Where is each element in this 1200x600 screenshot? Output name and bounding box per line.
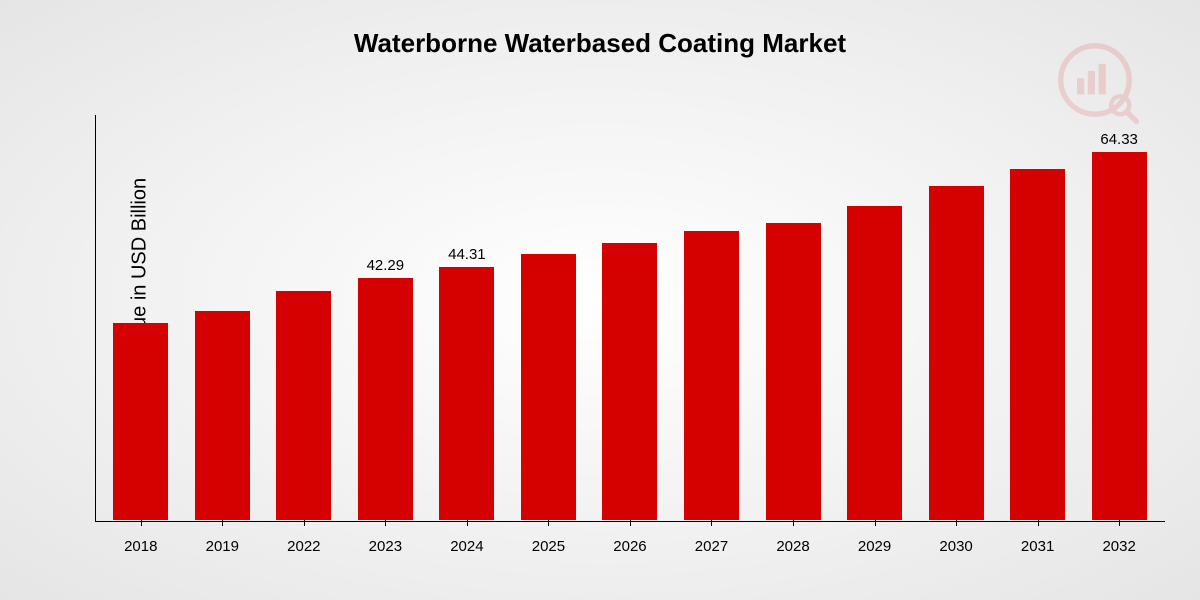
- plot-area: 42.29 44.31 64.33: [100, 120, 1160, 520]
- x-axis-category-label: 2028: [752, 538, 834, 555]
- bar: [358, 278, 413, 520]
- bar-value-label: 44.31: [448, 246, 486, 263]
- x-tick: [222, 520, 223, 526]
- bar: [684, 231, 739, 520]
- bar-slot: [589, 120, 671, 520]
- bar: [766, 223, 821, 520]
- bar-slot: [834, 120, 916, 520]
- watermark-logo: [1050, 35, 1140, 125]
- bar: [439, 267, 494, 520]
- x-tick: [385, 520, 386, 526]
- x-tick: [630, 520, 631, 526]
- bar: [1092, 152, 1147, 520]
- bar-slot: [100, 120, 182, 520]
- bar-slot: [671, 120, 753, 520]
- bar-slot: 64.33: [1078, 120, 1160, 520]
- x-axis-category-label: 2023: [345, 538, 427, 555]
- x-tick: [467, 520, 468, 526]
- x-axis-category-label: 2025: [508, 538, 590, 555]
- x-tick: [956, 520, 957, 526]
- x-axis-category-label: 2030: [915, 538, 997, 555]
- chart-title: Waterborne Waterbased Coating Market: [354, 28, 846, 59]
- x-axis-category-label: 2024: [426, 538, 508, 555]
- bar-slot: [182, 120, 264, 520]
- x-labels-container: 2018201920222023202420252026202720282029…: [100, 538, 1160, 555]
- bar-slot: 42.29: [345, 120, 427, 520]
- x-tick: [548, 520, 549, 526]
- x-axis-category-label: 2022: [263, 538, 345, 555]
- bar-slot: [752, 120, 834, 520]
- bar: [521, 254, 576, 520]
- bar: [195, 311, 250, 520]
- bar-value-label: 42.29: [367, 257, 405, 274]
- x-tick: [711, 520, 712, 526]
- bar: [847, 206, 902, 520]
- bar-slot: 44.31: [426, 120, 508, 520]
- bar-value-label: 64.33: [1100, 131, 1138, 148]
- bar: [276, 291, 331, 520]
- x-axis-category-label: 2031: [997, 538, 1079, 555]
- x-tick: [304, 520, 305, 526]
- x-axis-category-label: 2029: [834, 538, 916, 555]
- bar-slot: [508, 120, 590, 520]
- bar-slot: [915, 120, 997, 520]
- bars-container: 42.29 44.31 64.33: [100, 120, 1160, 520]
- bar-slot: [263, 120, 345, 520]
- x-tick: [1038, 520, 1039, 526]
- bar: [929, 186, 984, 520]
- x-axis-category-label: 2026: [589, 538, 671, 555]
- x-tick: [875, 520, 876, 526]
- x-tick: [793, 520, 794, 526]
- bar: [602, 243, 657, 520]
- x-axis-category-label: 2032: [1078, 538, 1160, 555]
- x-axis-category-label: 2018: [100, 538, 182, 555]
- bar: [113, 323, 168, 520]
- x-tick: [141, 520, 142, 526]
- bar: [1010, 169, 1065, 520]
- y-axis-line: [95, 115, 96, 522]
- x-axis-category-label: 2027: [671, 538, 753, 555]
- bar-slot: [997, 120, 1079, 520]
- x-axis-category-label: 2019: [182, 538, 264, 555]
- x-tick: [1119, 520, 1120, 526]
